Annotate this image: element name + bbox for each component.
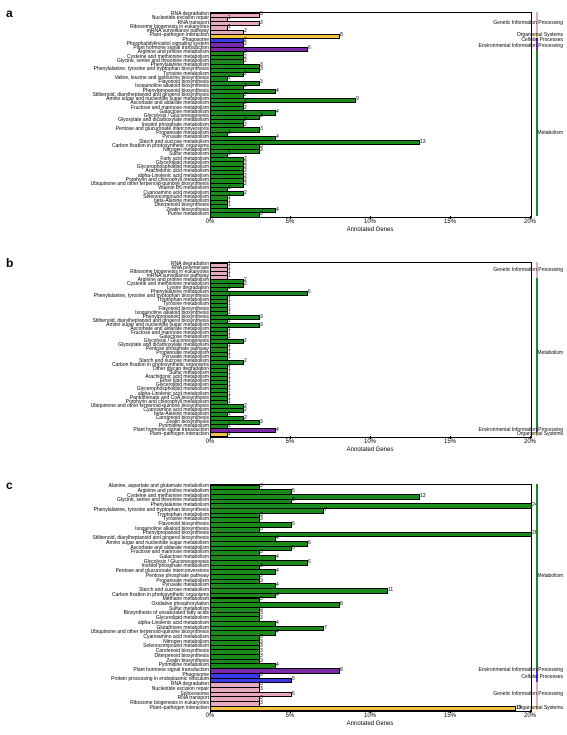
bar — [210, 432, 228, 437]
group-label: Environmental Information Processing — [479, 667, 564, 673]
group-label: Metabolism — [537, 350, 563, 356]
bar-count: 5 — [292, 521, 295, 527]
bar-count: 3 — [260, 322, 263, 328]
bar-count: 13 — [420, 493, 426, 499]
group-label: Organismal Systems — [517, 705, 563, 711]
group-label: Environmental Information Processing — [479, 43, 564, 49]
group-label: Organismal Systems — [517, 431, 563, 437]
bar-count: 2 — [244, 190, 247, 196]
bar-count: 4 — [276, 207, 279, 213]
bar-count: 4 — [276, 568, 279, 574]
bar-count: 3 — [260, 11, 263, 17]
x-axis-title: Annotated Genes — [210, 721, 530, 727]
bar-count: 5 — [292, 545, 295, 551]
x-tick-label: 5% — [280, 713, 300, 719]
bar-count: 2 — [244, 358, 247, 364]
x-tick-label: 15% — [440, 713, 460, 719]
bar-count: 3 — [260, 20, 263, 26]
bar-count: 4 — [276, 88, 279, 94]
x-tick-label: 20% — [520, 439, 540, 445]
bar-count: 7 — [324, 625, 327, 631]
x-tick-label: 20% — [520, 219, 540, 225]
x-tick-label: 10% — [360, 439, 380, 445]
bar — [210, 212, 260, 217]
x-tick-label: 15% — [440, 219, 460, 225]
bar-count: 13 — [420, 139, 426, 145]
bar-count: 2 — [244, 407, 247, 413]
bar-count: 6 — [308, 289, 311, 295]
bar-count: 8 — [340, 667, 343, 673]
x-tick-label: 10% — [360, 713, 380, 719]
bar-count: 5 — [292, 691, 295, 697]
x-tick-label: 20% — [520, 713, 540, 719]
x-tick-label: 0% — [200, 713, 220, 719]
bar-count: 6 — [308, 45, 311, 51]
x-tick-label: 5% — [280, 439, 300, 445]
bar-label: Plant–pathogen interaction — [0, 431, 209, 437]
group-label: Cellular Processes — [521, 37, 563, 43]
bar-count: 2 — [244, 181, 247, 187]
group-label: Metabolism — [537, 130, 563, 136]
bar-count: 3 — [260, 113, 263, 119]
group-label: Metabolism — [537, 573, 563, 579]
x-tick-label: 0% — [200, 219, 220, 225]
bar-count: 3 — [260, 66, 263, 72]
group-label: Cellular Processes — [521, 674, 563, 680]
bar-count: 6 — [308, 540, 311, 546]
bar-count: 9 — [356, 96, 359, 102]
bar-count: 7 — [324, 507, 327, 513]
x-tick-label: 0% — [200, 439, 220, 445]
bar-count: 3 — [260, 211, 263, 217]
group-label: Genetic Information Processing — [493, 267, 563, 273]
bar-count: 5 — [292, 676, 295, 682]
bar-count: 6 — [308, 559, 311, 565]
bar-count: 3 — [260, 126, 263, 132]
bar-count: 3 — [260, 419, 263, 425]
plot-area-b — [210, 262, 532, 438]
bar-count: 8 — [340, 601, 343, 607]
bar-count: 4 — [276, 427, 279, 433]
bar-count: 3 — [260, 147, 263, 153]
bar-label: Plant–pathogen interaction — [0, 705, 209, 711]
bar-count: 1 — [228, 431, 231, 437]
x-tick-label: 10% — [360, 219, 380, 225]
bar-label: Purine metabolism — [0, 211, 209, 217]
group-label: Genetic Information Processing — [493, 20, 563, 26]
x-tick-label: 5% — [280, 219, 300, 225]
x-axis-title: Annotated Genes — [210, 447, 530, 453]
bar-count: 3 — [260, 314, 263, 320]
group-label: Genetic Information Processing — [493, 691, 563, 697]
bar-count: 4 — [276, 109, 279, 115]
bar-count: 3 — [260, 79, 263, 85]
bar-count: 2 — [244, 71, 247, 77]
bar — [210, 706, 516, 712]
bar-count: 2 — [244, 281, 247, 287]
bar-count: 4 — [276, 629, 279, 635]
bar-count: 4 — [276, 592, 279, 598]
bar-count: 8 — [340, 32, 343, 38]
bar-count: 2 — [244, 338, 247, 344]
x-tick-label: 15% — [440, 439, 460, 445]
x-axis-title: Annotated Genes — [210, 227, 530, 233]
bar-count: 11 — [388, 587, 393, 593]
